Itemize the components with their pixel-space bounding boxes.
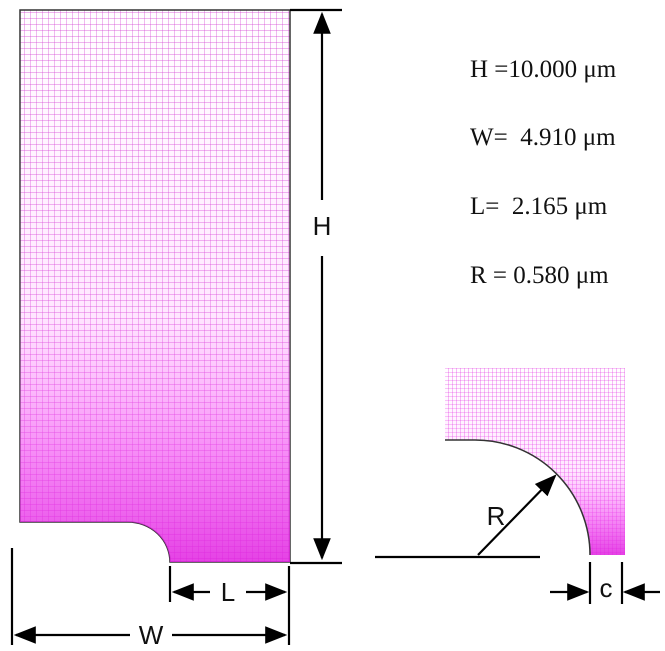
- parameter: W= 4.910 μm: [470, 124, 616, 151]
- width-label: W: [139, 620, 164, 650]
- height-label: H: [313, 211, 332, 241]
- parameter: H =10.000 μm: [470, 56, 617, 83]
- radius-label: R: [487, 501, 506, 531]
- parameter: R = 0.580 μm: [470, 262, 609, 289]
- length-label: L: [221, 577, 235, 607]
- dimension-lines: [10, 8, 660, 645]
- parameter: L= 2.165 μm: [470, 193, 608, 220]
- clearance-label: c: [600, 573, 613, 603]
- main-mesh: [19, 9, 291, 563]
- inset-mesh: [445, 368, 625, 556]
